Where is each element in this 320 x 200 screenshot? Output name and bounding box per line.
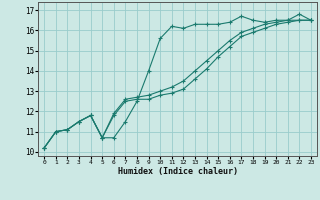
X-axis label: Humidex (Indice chaleur): Humidex (Indice chaleur) [118,167,238,176]
